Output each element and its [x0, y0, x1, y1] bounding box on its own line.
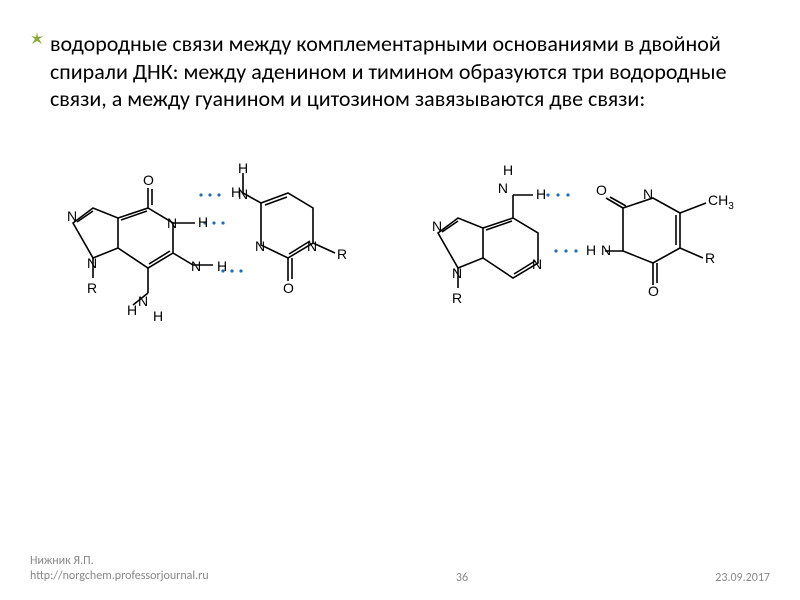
svg-text:R: R [87, 280, 97, 296]
footer-author-url: http://norgchem.professorjournal.ru [30, 569, 209, 585]
gc-pair-diagram: N N R N O N N H H H H H N N N R O H [43, 153, 383, 353]
svg-text:N: N [255, 238, 265, 254]
svg-text:O: O [143, 172, 154, 188]
at-pair-diagram: N N R N N H H O H N N O R CH3 [408, 153, 758, 353]
svg-text:H: H [502, 162, 512, 178]
body-text: водородные связи между комплементарными … [50, 30, 770, 113]
svg-text:H: H [198, 214, 208, 230]
svg-text:H: H [586, 242, 596, 258]
svg-text:N: N [137, 293, 147, 309]
svg-text:R: R [705, 250, 715, 266]
svg-text:H: H [127, 302, 137, 318]
svg-text:N: N [167, 215, 177, 231]
footer-date: 23.09.2017 [715, 571, 770, 585]
slide-footer: Нижник Я.П. http://norgchem.professorjou… [30, 554, 770, 585]
svg-text:N: N [432, 218, 442, 234]
svg-text:N: N [532, 256, 542, 272]
svg-text:H: H [238, 160, 248, 176]
svg-text:R: R [452, 290, 462, 306]
svg-text:N: N [642, 186, 652, 202]
svg-text:O: O [283, 280, 294, 296]
svg-text:N: N [67, 208, 77, 224]
svg-text:O: O [596, 182, 607, 198]
svg-text:N: N [191, 258, 201, 274]
svg-text:R: R [337, 246, 347, 262]
svg-text:N: N [87, 255, 97, 271]
chemical-diagrams: N N R N O N N H H H H H N N N R O H [30, 153, 770, 353]
svg-text:H: H [217, 258, 227, 274]
footer-author: Нижник Я.П. http://norgchem.professorjou… [30, 554, 209, 585]
svg-text:N: N [307, 238, 317, 254]
svg-text:O: O [648, 283, 659, 299]
slide-container: водородные связи между комплементарными … [0, 0, 800, 600]
svg-text:N: N [601, 242, 611, 258]
bullet-paragraph: водородные связи между комплементарными … [30, 30, 770, 113]
svg-text:N: N [497, 180, 507, 196]
bullet-star-icon [30, 32, 44, 46]
svg-text:N: N [452, 265, 462, 281]
svg-text:H: H [153, 308, 163, 324]
footer-author-name: Нижник Я.П. [30, 554, 209, 570]
svg-text:N: N [238, 186, 248, 202]
footer-page-number: 36 [209, 571, 716, 585]
svg-text:CH3: CH3 [708, 192, 734, 212]
svg-text:H: H [536, 186, 546, 202]
